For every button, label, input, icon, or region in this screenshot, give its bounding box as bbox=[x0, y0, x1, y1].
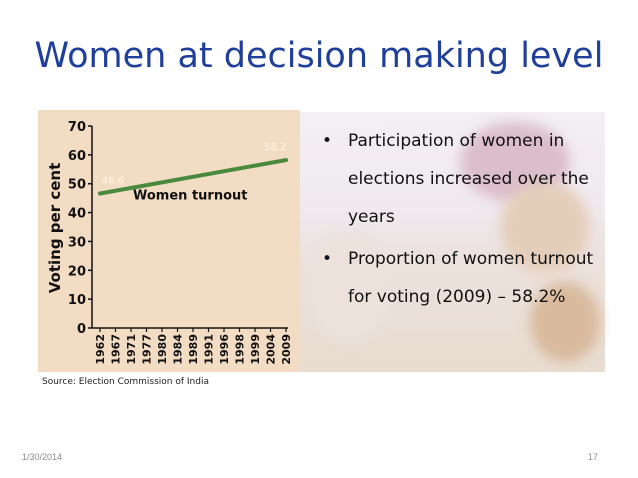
bullet-list: • Participation of women in elections in… bbox=[322, 122, 612, 320]
voting-chart: Voting per cent 0 10 20 30 40 50 60 70 1962 1967… bbox=[38, 110, 300, 372]
series-label-women-turnout: Women turnout bbox=[133, 189, 248, 204]
x-tick-label: 1989 bbox=[187, 334, 200, 365]
y-axis-label: Voting per cent bbox=[46, 163, 64, 294]
y-tick-label: 30 bbox=[68, 235, 86, 250]
bullet-item: • Participation of women in elections in… bbox=[322, 122, 612, 236]
y-tick-label: 10 bbox=[68, 293, 86, 308]
bullet-text: Proportion of women turnout for voting (… bbox=[348, 249, 594, 307]
x-tick-label: 1984 bbox=[172, 334, 185, 365]
x-tick-label: 1996 bbox=[218, 334, 231, 365]
y-tick-label: 20 bbox=[68, 264, 86, 279]
x-tick-label: 2009 bbox=[280, 334, 293, 365]
line-chart: Voting per cent 0 10 20 30 40 50 60 70 1962 1967… bbox=[38, 110, 300, 372]
y-tick-label: 50 bbox=[68, 178, 86, 193]
x-tick-label: 1971 bbox=[125, 334, 138, 365]
source-note: Source: Election Commission of India bbox=[42, 377, 209, 387]
x-tick-label: 1991 bbox=[203, 334, 216, 365]
background-photo bbox=[300, 112, 605, 372]
bullet-dot-icon: • bbox=[322, 249, 333, 269]
x-tick-label: 1980 bbox=[156, 334, 169, 365]
y-tick-label: 0 bbox=[77, 322, 86, 337]
x-tick-label: 1967 bbox=[110, 334, 123, 365]
data-label-start: 46.6 bbox=[102, 176, 124, 187]
data-label-end: 58.2 bbox=[264, 142, 286, 153]
y-tick-label: 60 bbox=[68, 149, 86, 164]
x-tick-label: 1977 bbox=[141, 334, 154, 365]
bullet-dot-icon: • bbox=[322, 131, 333, 151]
y-tick-label: 40 bbox=[68, 207, 86, 222]
y-tick-label: 70 bbox=[68, 120, 86, 135]
x-tick-label: 2004 bbox=[265, 334, 278, 365]
footer-date: 1/30/2014 bbox=[22, 452, 63, 462]
x-tick-label: 1998 bbox=[234, 334, 247, 365]
bullet-item: • Proportion of women turnout for voting… bbox=[322, 240, 612, 316]
x-tick-label: 1962 bbox=[94, 334, 107, 365]
x-tick-label: 1999 bbox=[249, 334, 262, 365]
slide-title: Women at decision making level bbox=[34, 36, 604, 76]
bullet-text: Participation of women in elections incr… bbox=[348, 131, 589, 227]
series-line-women-turnout bbox=[98, 158, 288, 196]
page-number: 17 bbox=[587, 452, 598, 462]
